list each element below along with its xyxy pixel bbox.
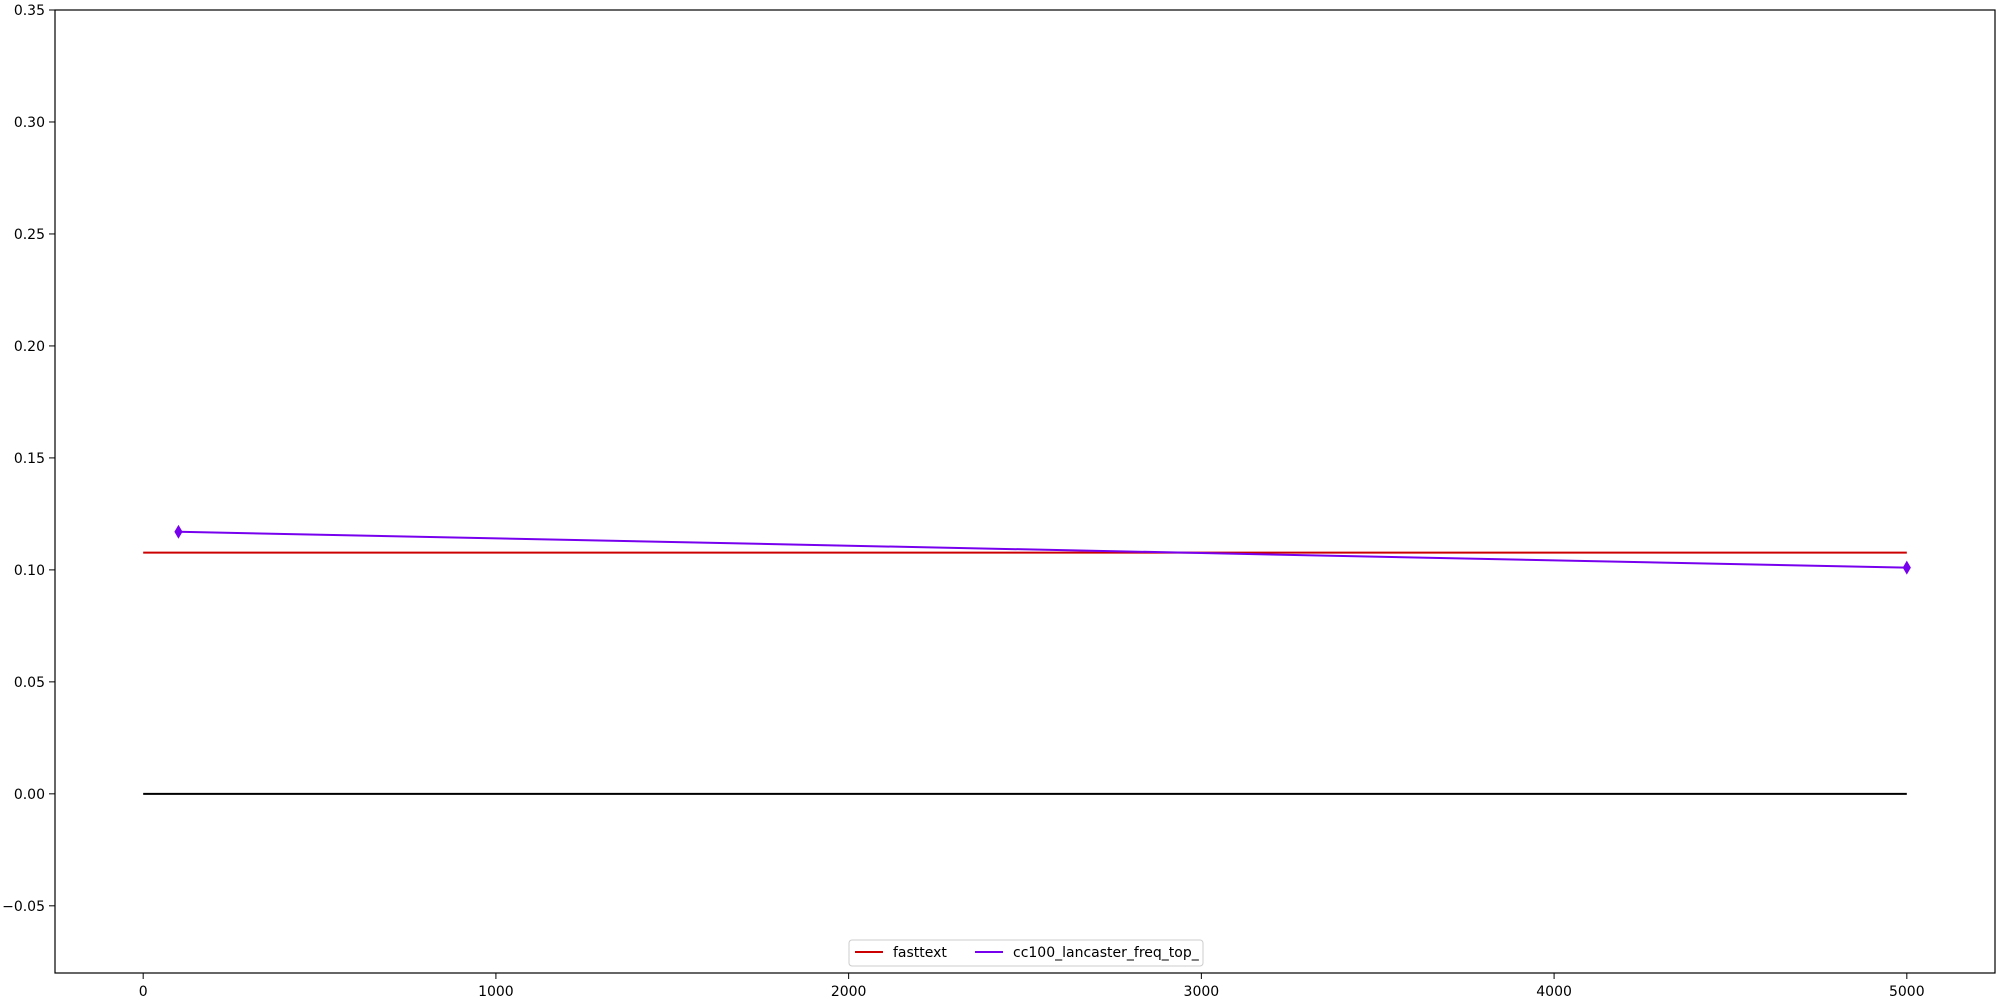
- x-tick-label: 3000: [1184, 984, 1220, 1000]
- y-tick-label: 0.15: [14, 451, 45, 467]
- data-point-marker: [1902, 560, 1911, 575]
- legend-items: fasttext cc100_lancaster_freq_top_: [855, 945, 1200, 961]
- data-point-marker: [174, 524, 183, 539]
- plot-markers: [174, 524, 1911, 575]
- y-tick-label: 0.00: [14, 787, 45, 803]
- legend-label-1: fasttext: [893, 945, 947, 961]
- y-tick-label: 0.20: [14, 339, 45, 355]
- legend-box: [848, 939, 1204, 967]
- x-tick-label: 5000: [1889, 984, 1925, 1000]
- y-tick-label: 0.10: [14, 563, 45, 579]
- x-tick-label: 2000: [831, 984, 867, 1000]
- y-tick-label: 0.30: [14, 115, 45, 131]
- y-tick-label: 0.25: [14, 227, 45, 243]
- plot-background: [55, 10, 1995, 973]
- y-tick-label: 0.05: [14, 675, 45, 691]
- plot-lines: [143, 530, 1907, 795]
- legend-label-2: cc100_lancaster_freq_top_: [1013, 945, 1200, 961]
- legend: fasttext cc100_lancaster_freq_top_: [848, 939, 1204, 967]
- x-axis: 0 1000 2000 3000 4000 5000: [139, 973, 1925, 1000]
- plot-frame: [54, 9, 1996, 974]
- y-tick-label: 0.35: [14, 3, 45, 19]
- x-tick-label: 1000: [478, 984, 514, 1000]
- x-tick-label: 4000: [1536, 984, 1572, 1000]
- x-tick-label: 0: [139, 984, 148, 1000]
- y-axis: −0.05 0.00 0.05 0.10 0.15 0.20 0.25 0.30 0.35: [2, 3, 55, 915]
- series-line-2: [178, 530, 1907, 569]
- y-tick-label: −0.05: [2, 899, 45, 915]
